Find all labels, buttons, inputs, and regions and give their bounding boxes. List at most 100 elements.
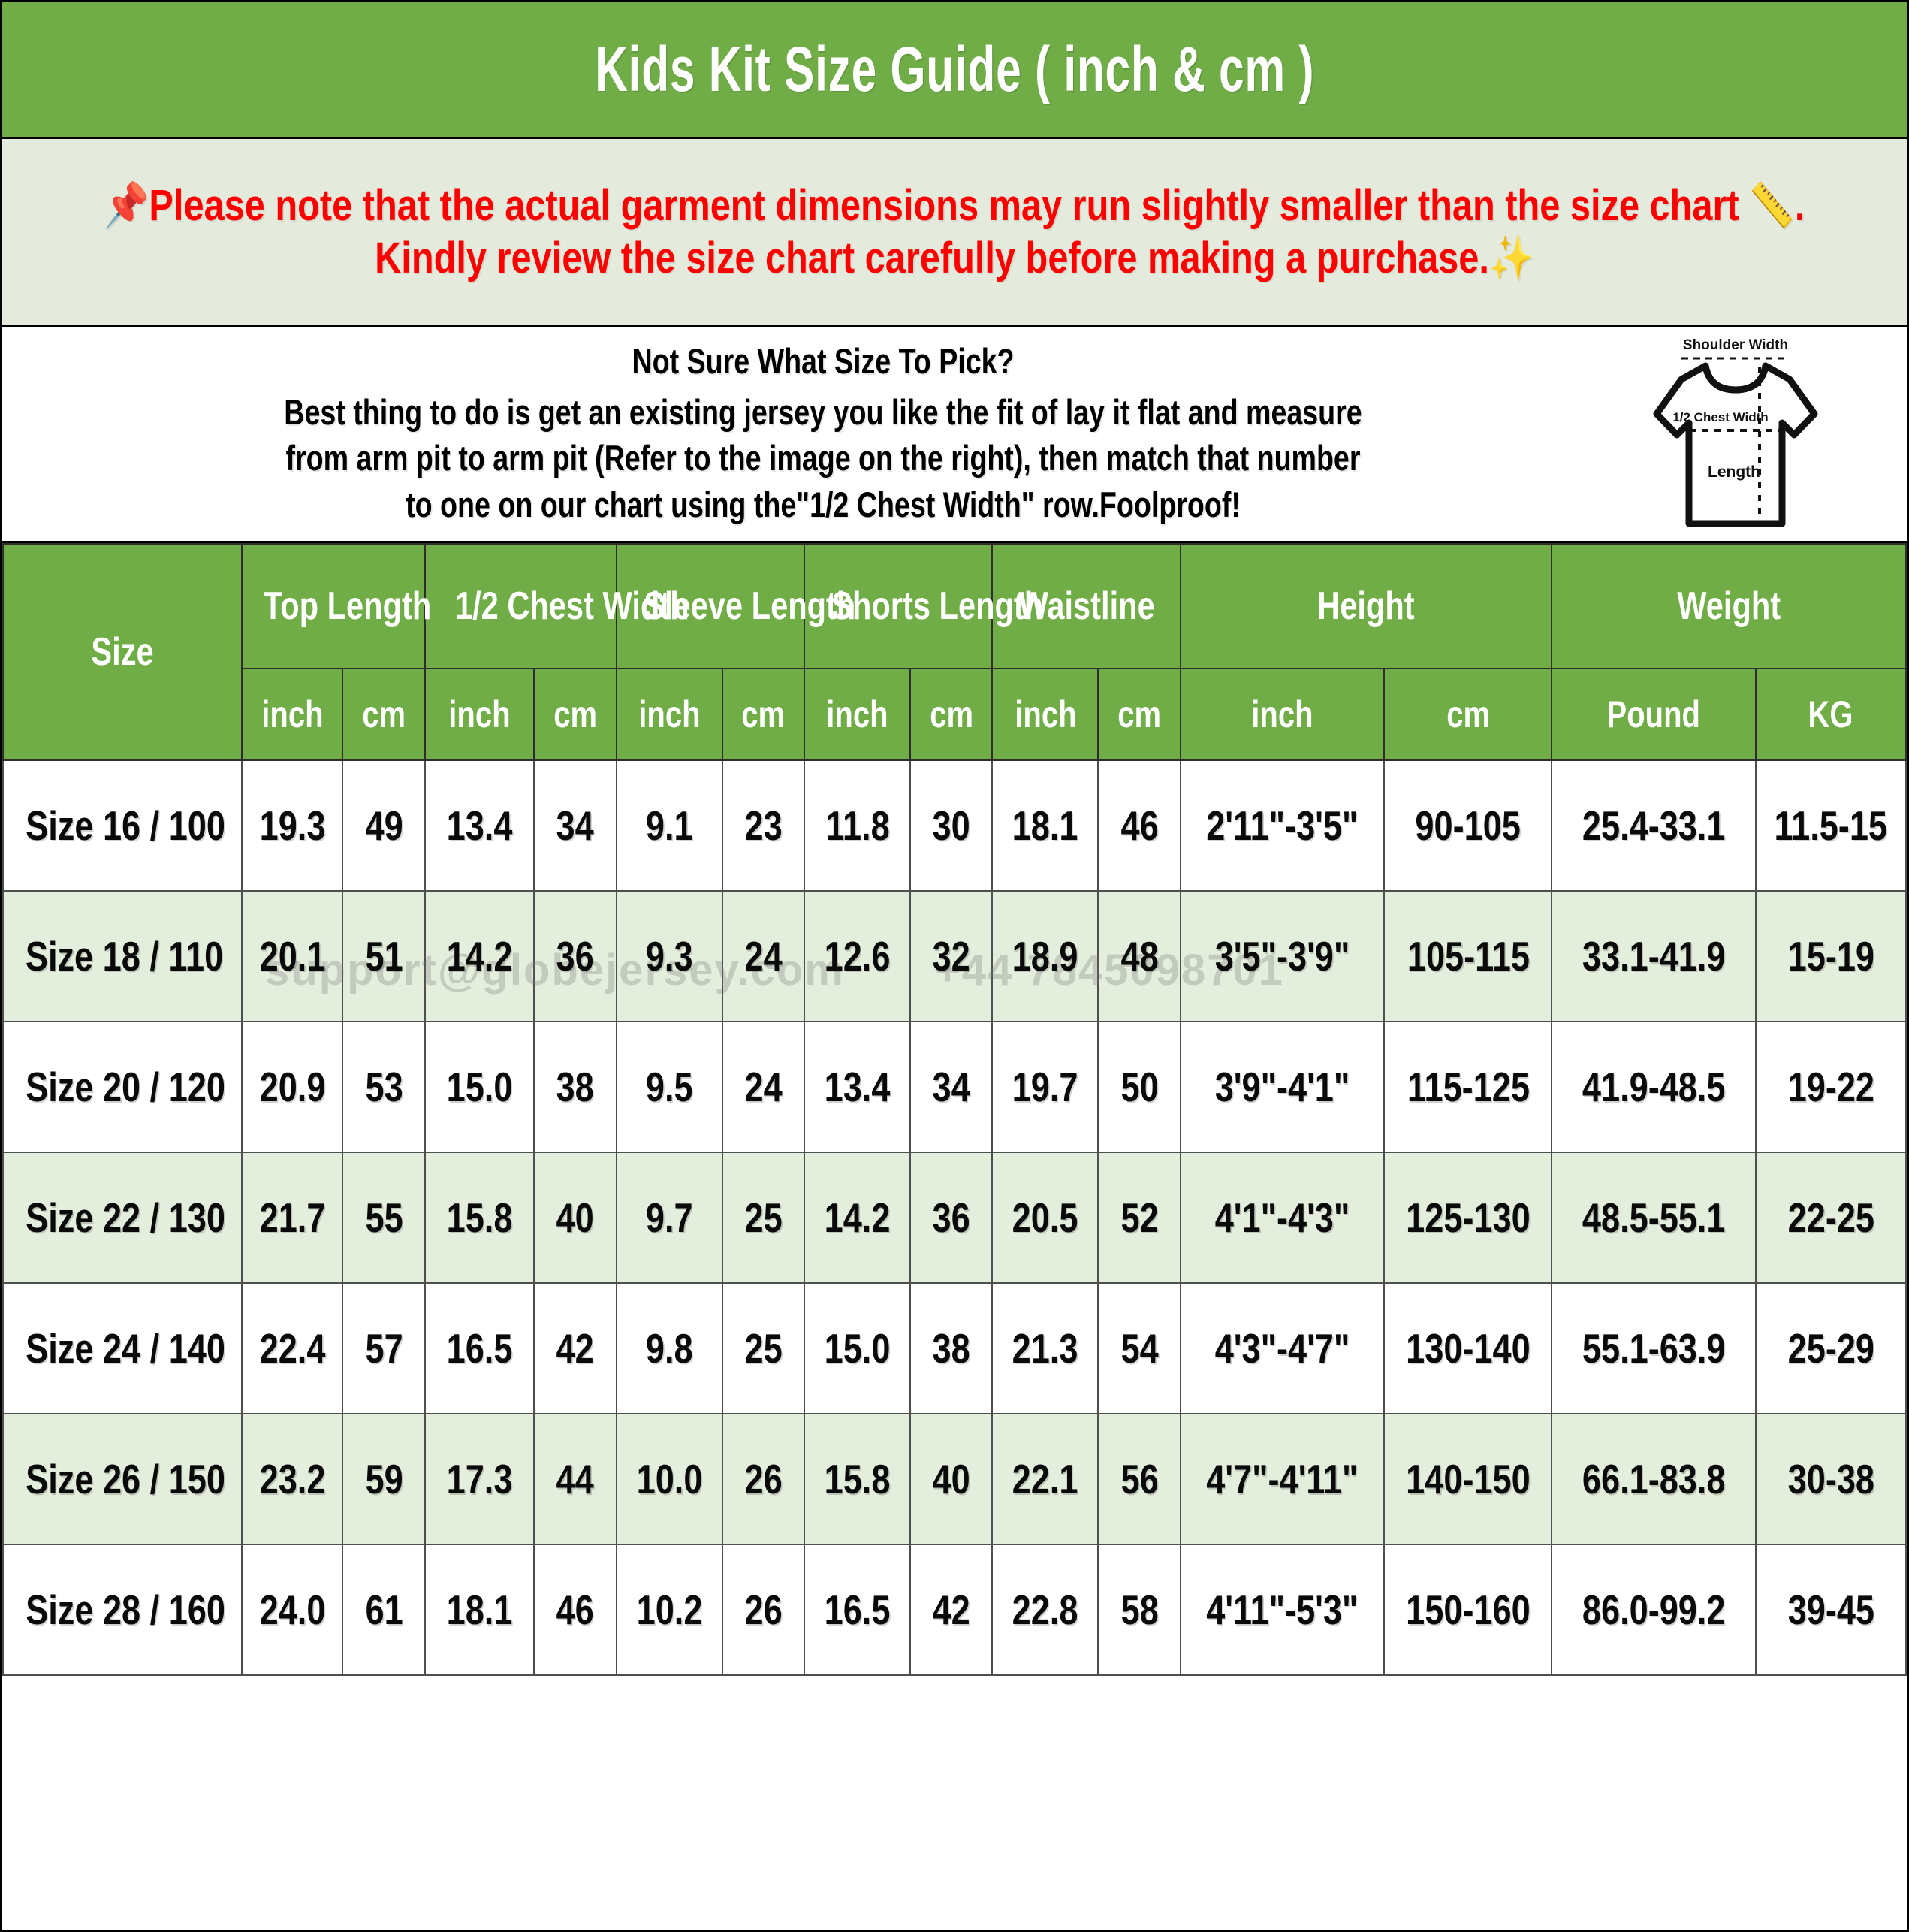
cell-size: Size 16 / 100: [2, 759, 243, 892]
cell-chest-cm: 44: [533, 1413, 617, 1545]
cell-size: Size 22 / 130: [2, 1152, 243, 1284]
unit-chest-cm: cm: [533, 668, 617, 761]
header-weight: Weight: [1551, 543, 1907, 669]
sparkles-icon: ✨: [1488, 231, 1535, 283]
cell-waist-inch: 20.5: [991, 1152, 1099, 1284]
cell-waist-inch: 18.1: [991, 759, 1099, 892]
cell-weight-kg: 22-25: [1754, 1152, 1907, 1284]
cell-shorts-cm: 30: [909, 759, 994, 892]
cell-chest-cm: 46: [533, 1544, 617, 1676]
unit-sleeve-cm: cm: [721, 668, 806, 761]
cell-shorts-cm: 42: [909, 1544, 994, 1676]
cell-chest-inch: 17.3: [424, 1413, 535, 1545]
cell-chest-inch: 16.5: [424, 1282, 535, 1414]
cell-shorts-cm: 38: [909, 1282, 994, 1414]
cell-height-inch: 3'5"-3'9": [1179, 890, 1386, 1022]
cell-top-length-inch: 19.3: [240, 759, 344, 892]
cell-weight-pound: 48.5-55.1: [1551, 1152, 1757, 1284]
unit-chest-inch: inch: [424, 668, 535, 761]
cell-weight-kg: 25-29: [1754, 1282, 1907, 1414]
cell-weight-kg: 11.5-15: [1754, 759, 1907, 892]
table-body: Size 16 / 100 19.3 49 13.4 34 9.1 23 11.…: [2, 759, 1907, 1676]
cell-sleeve-inch: 9.3: [615, 890, 723, 1022]
table-row: Size 20 / 120 20.9 53 15.0 38 9.5 24 13.…: [2, 1021, 1907, 1153]
cell-weight-kg: 39-45: [1754, 1544, 1907, 1676]
help-heading: Not Sure What Size To Pick?: [632, 341, 1015, 382]
cell-sleeve-inch: 9.7: [615, 1152, 723, 1284]
header-height: Height: [1179, 543, 1553, 669]
unit-top-length-inch: inch: [240, 668, 344, 761]
cell-chest-inch: 15.8: [424, 1152, 535, 1284]
half-chest-width-label: 1/2 Chest Width: [1672, 410, 1768, 424]
table-unit-header-row: inch cm inch cm inch cm inch cm inch cm …: [3, 668, 1907, 761]
unit-top-length-cm: cm: [342, 668, 426, 761]
cell-weight-pound: 41.9-48.5: [1551, 1021, 1757, 1153]
cell-chest-cm: 40: [533, 1152, 617, 1284]
cell-top-length-inch: 21.7: [240, 1152, 344, 1284]
cell-height-inch: 4'3"-4'7": [1179, 1282, 1386, 1414]
pushpin-icon: 📌: [104, 180, 149, 231]
cell-weight-kg: 15-19: [1754, 890, 1907, 1022]
help-band: Not Sure What Size To Pick? Best thing t…: [2, 327, 1907, 543]
unit-weight-kg: KG: [1754, 668, 1907, 761]
cell-shorts-cm: 32: [909, 890, 994, 1022]
cell-top-length-cm: 51: [342, 890, 426, 1022]
notice-band: 📌Please note that the actual garment dim…: [2, 139, 1907, 327]
cell-top-length-inch: 23.2: [240, 1413, 344, 1545]
unit-height-cm: cm: [1383, 668, 1553, 761]
cell-weight-pound: 33.1-41.9: [1551, 890, 1757, 1022]
cell-top-length-cm: 55: [342, 1152, 426, 1284]
cell-weight-pound: 55.1-63.9: [1551, 1282, 1757, 1414]
cell-size: Size 20 / 120: [2, 1021, 243, 1153]
table-row: Size 24 / 140 22.4 57 16.5 42 9.8 25 15.…: [2, 1282, 1907, 1414]
cell-sleeve-inch: 9.1: [615, 759, 723, 892]
cell-sleeve-cm: 26: [721, 1544, 806, 1676]
unit-waist-cm: cm: [1097, 668, 1181, 761]
cell-top-length-cm: 59: [342, 1413, 426, 1545]
ruler-icon: 📏: [1749, 180, 1796, 231]
cell-waist-inch: 18.9: [991, 890, 1099, 1022]
cell-size: Size 28 / 160: [2, 1544, 243, 1676]
cell-top-length-cm: 61: [342, 1544, 426, 1676]
cell-size: Size 18 / 110: [2, 890, 243, 1022]
cell-chest-cm: 42: [533, 1282, 617, 1414]
cell-height-cm: 90-105: [1383, 759, 1553, 892]
header-size: Size: [2, 543, 243, 761]
unit-height-inch: inch: [1179, 668, 1386, 761]
cell-sleeve-cm: 24: [721, 890, 806, 1022]
help-line-1: Best thing to do is get an existing jers…: [284, 392, 1362, 433]
cell-waist-cm: 52: [1097, 1152, 1181, 1284]
unit-sleeve-inch: inch: [615, 668, 723, 761]
header-half-chest-width: 1/2 Chest Width: [424, 543, 689, 669]
cell-height-inch: 4'1"-4'3": [1179, 1152, 1386, 1284]
notice-line-1-text: Please note that the actual garment dime…: [149, 181, 1750, 231]
table-row: Size 16 / 100 19.3 49 13.4 34 9.1 23 11.…: [2, 759, 1907, 892]
cell-height-cm: 150-160: [1383, 1544, 1553, 1676]
cell-top-length-cm: 57: [342, 1282, 426, 1414]
cell-chest-inch: 14.2: [424, 890, 535, 1022]
cell-sleeve-cm: 25: [721, 1152, 806, 1284]
table-row: Size 28 / 160 24.0 61 18.1 46 10.2 26 16…: [2, 1544, 1907, 1676]
cell-waist-cm: 46: [1097, 759, 1181, 892]
cell-height-inch: 4'11"-5'3": [1179, 1544, 1386, 1676]
table-row: Size 18 / 110 20.1 51 14.2 36 9.3 24 12.…: [2, 890, 1907, 1022]
cell-weight-pound: 25.4-33.1: [1551, 759, 1757, 892]
cell-sleeve-cm: 24: [721, 1021, 806, 1153]
cell-size: Size 26 / 150: [2, 1413, 243, 1545]
cell-chest-inch: 15.0: [424, 1021, 535, 1153]
cell-shorts-inch: 11.8: [804, 759, 912, 892]
cell-shorts-inch: 16.5: [804, 1544, 912, 1676]
cell-height-cm: 125-130: [1383, 1152, 1553, 1284]
header-sleeve-length: Sleeve Length: [615, 543, 855, 669]
table-row: Size 22 / 130 21.7 55 15.8 40 9.7 25 14.…: [2, 1152, 1907, 1284]
cell-weight-kg: 19-22: [1754, 1021, 1907, 1153]
cell-sleeve-inch: 9.8: [615, 1282, 723, 1414]
page-title: Kids Kit Size Guide ( inch & cm ): [595, 34, 1314, 104]
cell-waist-inch: 19.7: [991, 1021, 1099, 1153]
cell-top-length-inch: 24.0: [240, 1544, 344, 1676]
cell-sleeve-inch: 10.2: [615, 1544, 723, 1676]
table-group-header-row: Size Top Length 1/2 Chest Width Sleeve L…: [2, 543, 1907, 761]
cell-height-inch: 4'7"-4'11": [1179, 1413, 1386, 1545]
cell-shorts-inch: 13.4: [804, 1021, 912, 1153]
